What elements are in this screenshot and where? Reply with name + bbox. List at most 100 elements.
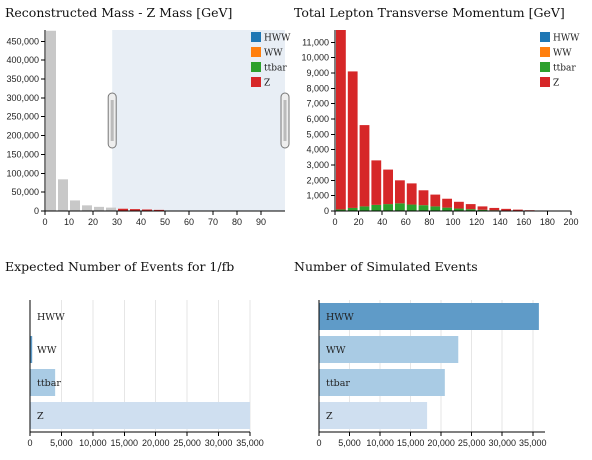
- chart-title: Expected Number of Events for 1/fb: [5, 259, 234, 274]
- bar-z[interactable]: [383, 169, 393, 205]
- x-tick-label: 0: [332, 217, 337, 227]
- y-tick-label: 250,000: [6, 112, 39, 122]
- x-tick-label: 35,000: [236, 438, 264, 448]
- x-tick-label: 35,000: [519, 438, 547, 448]
- x-tick-label: 200: [563, 217, 578, 227]
- bar-z[interactable]: [336, 30, 346, 210]
- chart-expected-events: Expected Number of Events for 1/fb HWW WW t…: [5, 259, 264, 448]
- bar-ttbar[interactable]: [319, 369, 445, 396]
- bar-ttbar[interactable]: [406, 204, 417, 211]
- bar-hww[interactable]: [319, 303, 539, 330]
- x-tick-label: 40: [377, 217, 387, 227]
- bar-z[interactable]: [465, 204, 476, 210]
- bar-z[interactable]: [430, 194, 441, 207]
- x-tick-label: 30,000: [205, 438, 233, 448]
- bar-z[interactable]: [454, 201, 464, 209]
- bar-z[interactable]: [501, 208, 511, 211]
- bar-ttbar[interactable]: [454, 208, 464, 211]
- bar-ttbar[interactable]: [442, 207, 452, 211]
- x-tick-label: 70: [208, 217, 218, 227]
- y-tick-label: 300,000: [6, 93, 39, 103]
- y-tick-label: 350,000: [6, 74, 39, 84]
- legend-swatch-hww: [251, 32, 261, 42]
- legend-swatch-ttbar: [540, 62, 550, 72]
- bar-z[interactable]: [442, 198, 452, 208]
- bar-z[interactable]: [513, 209, 523, 211]
- bar-label-ww: WW: [37, 345, 57, 356]
- legend-label-z: Z: [264, 79, 270, 89]
- chart-title: Total Lepton Transverse Momentum [GeV]: [294, 5, 565, 20]
- bar-ttbar[interactable]: [465, 209, 476, 211]
- y-tick-label: 10,000: [301, 53, 329, 63]
- bar-label-hww: HWW: [326, 312, 354, 323]
- bar[interactable]: [118, 208, 128, 211]
- bar[interactable]: [142, 209, 152, 211]
- x-tick-label: 30,000: [488, 438, 516, 448]
- bar-ttbar[interactable]: [371, 204, 382, 211]
- x-tick-label: 60: [401, 217, 411, 227]
- bar[interactable]: [154, 209, 164, 211]
- x-tick-label: 0: [27, 438, 32, 448]
- bar-ttbar[interactable]: [477, 209, 488, 211]
- x-tick-label: 20: [354, 217, 364, 227]
- y-tick-label: 5,000: [306, 129, 329, 139]
- x-tick-label: 90: [256, 217, 266, 227]
- chart-simulated-events: Number of Simulated Events HWW WW ttbar Z 0 5,…: [294, 259, 547, 448]
- legend-swatch-ww: [540, 47, 550, 57]
- bar-ttbar[interactable]: [30, 369, 56, 396]
- bar[interactable]: [70, 200, 80, 211]
- bar-ww[interactable]: [30, 336, 33, 363]
- bar[interactable]: [94, 206, 104, 211]
- bar-ttbar[interactable]: [347, 207, 358, 211]
- bar[interactable]: [58, 179, 68, 211]
- legend-label-ww: WW: [553, 49, 572, 59]
- legend-label-ww: WW: [264, 49, 283, 59]
- x-tick-label: 15,000: [111, 438, 139, 448]
- bar-z[interactable]: [489, 207, 500, 211]
- bar[interactable]: [82, 205, 92, 211]
- x-tick-label: 40: [136, 217, 146, 227]
- y-tick-label: 450,000: [6, 36, 39, 46]
- y-tick-label: 8,000: [306, 83, 329, 93]
- x-tick-label: 180: [540, 217, 555, 227]
- x-tick-label: 25,000: [173, 438, 201, 448]
- chart-title: Reconstructed Mass - Z Mass [GeV]: [5, 5, 232, 20]
- bar-label-hww: HWW: [37, 312, 65, 323]
- legend-swatch-z: [251, 77, 261, 87]
- bar-ww[interactable]: [319, 336, 459, 363]
- y-tick-label: 150,000: [6, 149, 39, 159]
- legend-label-hww: HWW: [264, 34, 291, 44]
- bar-z[interactable]: [477, 206, 488, 210]
- x-tick-label: 80: [232, 217, 242, 227]
- bar-ttbar[interactable]: [430, 206, 441, 211]
- bar-z[interactable]: [406, 183, 417, 205]
- bar-ttbar[interactable]: [359, 206, 370, 211]
- bar-z[interactable]: [418, 190, 429, 206]
- y-tick-label: 6,000: [306, 114, 329, 124]
- bar-z[interactable]: [371, 160, 382, 205]
- bar[interactable]: [106, 207, 116, 211]
- y-tick-label: 100,000: [6, 168, 39, 178]
- bar-z[interactable]: [359, 125, 370, 207]
- bar-z[interactable]: [395, 180, 405, 204]
- bar-ttbar[interactable]: [418, 205, 429, 211]
- axis-line: [334, 30, 571, 212]
- bar[interactable]: [130, 209, 140, 211]
- x-tick-label: 10: [64, 217, 74, 227]
- x-tick-label: 50: [160, 217, 170, 227]
- y-tick-label: 1,000: [306, 191, 329, 201]
- x-tick-label: 140: [493, 217, 508, 227]
- bar-z[interactable]: [347, 71, 358, 208]
- bar-z[interactable]: [319, 402, 428, 429]
- bar-z[interactable]: [30, 402, 250, 429]
- y-tick-label: 0: [324, 206, 329, 216]
- bar[interactable]: [46, 30, 56, 211]
- bar-ttbar[interactable]: [395, 203, 405, 211]
- brush-handle-grip: [283, 100, 287, 141]
- bar-label-z: Z: [37, 411, 44, 422]
- legend-swatch-z: [540, 77, 550, 87]
- bar-label-ttbar: ttbar: [326, 378, 350, 389]
- brush-selection[interactable]: [112, 30, 285, 211]
- bar-ttbar[interactable]: [336, 209, 346, 211]
- bar-ttbar[interactable]: [383, 204, 393, 211]
